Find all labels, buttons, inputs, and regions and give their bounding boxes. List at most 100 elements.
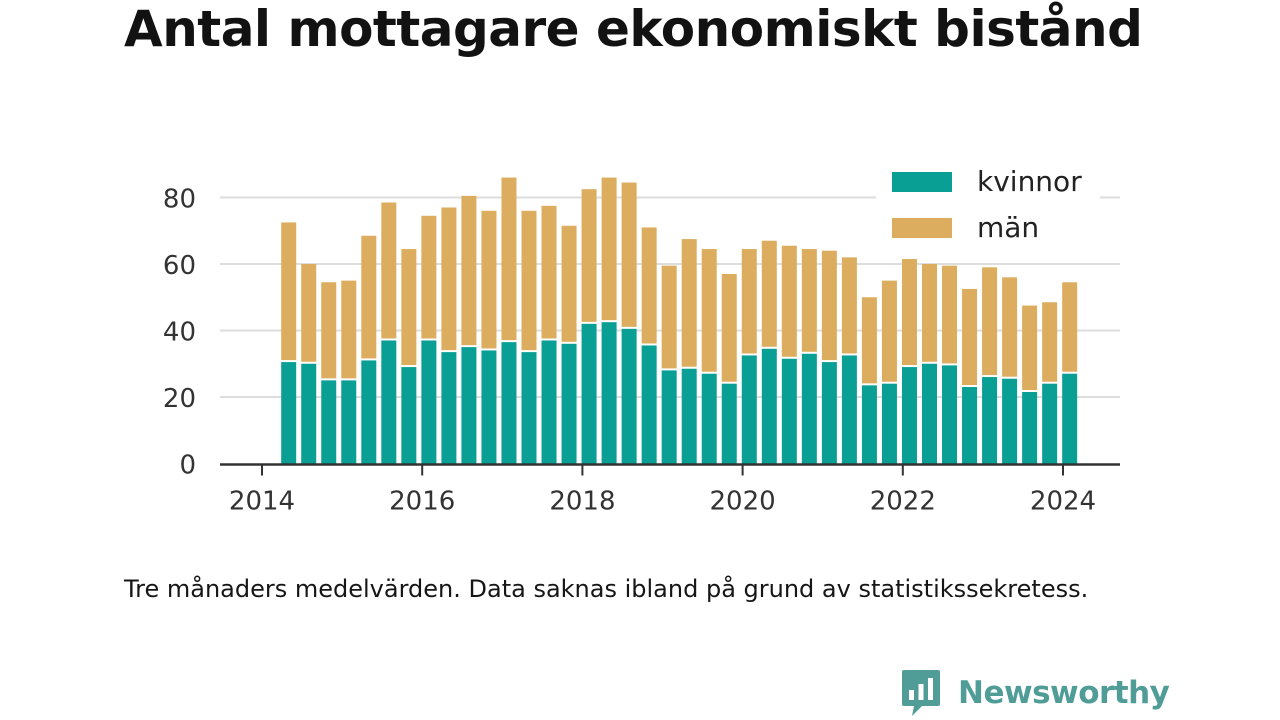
bar-segment-kvinnor <box>881 383 897 464</box>
bar-segment-kvinnor <box>421 340 437 464</box>
y-tick-label: 40 <box>163 318 196 348</box>
bar-segment-män <box>942 265 958 364</box>
bar-segment-kvinnor <box>861 385 877 464</box>
bar-segment-kvinnor <box>1062 373 1078 464</box>
bar-segment-män <box>701 249 717 372</box>
bar-segment-män <box>601 177 617 321</box>
y-tick-label: 20 <box>163 384 196 414</box>
bar-segment-män <box>741 249 757 354</box>
bar-segment-kvinnor <box>901 367 917 464</box>
bar-segment-kvinnor <box>501 342 517 464</box>
x-tick-label: 2020 <box>710 487 776 517</box>
bar-segment-kvinnor <box>801 353 817 464</box>
bar-segment-kvinnor <box>701 373 717 464</box>
bar-segment-kvinnor <box>401 367 417 464</box>
bar-segment-kvinnor <box>461 347 477 464</box>
bar-segment-kvinnor <box>321 380 337 464</box>
bar-segment-män <box>561 225 577 342</box>
bar-segment-kvinnor <box>581 323 597 464</box>
bar-segment-män <box>641 227 657 344</box>
bar-segment-män <box>801 249 817 352</box>
newsworthy-logo-icon <box>902 670 940 716</box>
bar-segment-kvinnor <box>521 352 537 464</box>
chart-title: Antal mottagare ekonomiskt bistånd <box>124 0 1143 58</box>
bar-segment-män <box>621 182 637 327</box>
bar-segment-män <box>281 222 297 361</box>
bar-segment-män <box>962 288 978 386</box>
bar-segment-kvinnor <box>821 362 837 464</box>
bar-segment-män <box>481 210 497 349</box>
bar-segment-kvinnor <box>601 322 617 464</box>
bar-segment-män <box>881 280 897 382</box>
bar-segment-män <box>521 210 537 351</box>
y-tick-label: 60 <box>163 251 196 281</box>
bar-segment-män <box>982 267 998 376</box>
bar-segment-kvinnor <box>841 355 857 464</box>
legend-swatch-män <box>892 218 952 238</box>
bar-segment-kvinnor <box>281 362 297 464</box>
legend: kvinnor män <box>876 160 1100 250</box>
bar-segment-män <box>721 273 737 382</box>
brand-logo[interactable]: Newsworthy <box>900 668 1170 718</box>
bar-segment-män <box>861 297 877 384</box>
bar-segment-män <box>922 264 937 362</box>
bar-segment-män <box>901 259 917 366</box>
bar-segment-kvinnor <box>561 343 577 464</box>
chart-footnote: Tre månaders medelvärden. Data saknas ib… <box>124 575 1089 603</box>
bar-segment-män <box>1022 305 1038 391</box>
bar-segment-kvinnor <box>361 360 377 464</box>
bar-segment-män <box>461 195 477 346</box>
bar-segment-män <box>1002 277 1018 377</box>
y-tick-label: 80 <box>163 185 196 215</box>
bar-segment-kvinnor <box>1042 383 1058 464</box>
legend-swatch-kvinnor <box>892 172 952 192</box>
y-tick-label: 0 <box>179 451 196 481</box>
bar-segment-män <box>441 207 457 351</box>
bar-segment-kvinnor <box>962 387 978 464</box>
x-tick-label: 2018 <box>549 487 615 517</box>
bar-segment-kvinnor <box>641 345 657 464</box>
bar-segment-män <box>581 189 597 322</box>
axes: 0 20 40 60 80 2014 2016 2018 2020 2022 2024 <box>163 185 1120 517</box>
bar-segment-kvinnor <box>541 340 557 464</box>
bar-segment-kvinnor <box>1022 392 1038 464</box>
bar-segment-män <box>421 215 437 339</box>
x-tick-label: 2024 <box>1030 487 1096 517</box>
bar-segment-män <box>781 245 797 357</box>
bar-segment-män <box>541 205 557 339</box>
bar-segment-män <box>341 280 357 379</box>
bar-segment-kvinnor <box>301 363 317 464</box>
bar-segment-kvinnor <box>1002 378 1018 464</box>
x-tick-label: 2022 <box>870 487 936 517</box>
x-tick-label: 2014 <box>229 487 295 517</box>
bar-segment-kvinnor <box>341 380 357 464</box>
bar-segment-kvinnor <box>621 328 637 464</box>
bar-segment-kvinnor <box>922 363 937 464</box>
legend-label-män: män <box>977 211 1039 244</box>
bar-segment-män <box>1042 302 1058 382</box>
brand-name: Newsworthy <box>958 675 1170 711</box>
bar-segment-män <box>761 240 777 347</box>
bar-segment-män <box>501 177 517 341</box>
bar-segment-män <box>681 239 697 367</box>
bar-segment-män <box>301 264 317 362</box>
bar-segment-män <box>661 265 677 369</box>
bar-segment-män <box>381 202 397 339</box>
bar-segment-kvinnor <box>761 348 777 464</box>
bar-segment-män <box>401 249 417 366</box>
bar-segment-män <box>1062 282 1078 372</box>
bar-segment-kvinnor <box>661 370 677 464</box>
bar-segment-kvinnor <box>481 350 497 464</box>
bar-segment-kvinnor <box>381 340 397 464</box>
bar-segment-män <box>841 257 857 354</box>
bar-segment-kvinnor <box>441 352 457 464</box>
bar-segment-kvinnor <box>741 355 757 464</box>
bar-segment-kvinnor <box>681 368 697 464</box>
bar-segment-kvinnor <box>942 365 958 464</box>
bar-segment-kvinnor <box>982 377 998 464</box>
bar-segment-kvinnor <box>721 383 737 464</box>
bar-segment-män <box>361 235 377 359</box>
bar-segment-kvinnor <box>781 358 797 464</box>
legend-label-kvinnor: kvinnor <box>977 165 1082 198</box>
bar-segment-män <box>321 282 337 379</box>
